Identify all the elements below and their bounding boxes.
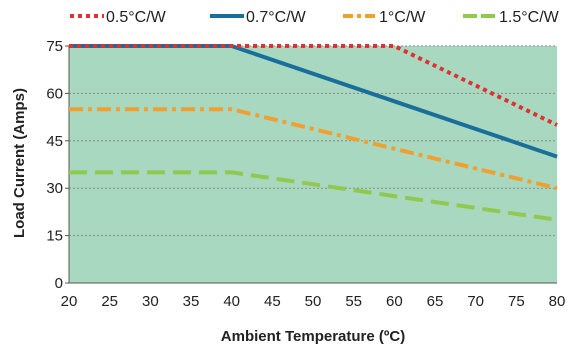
legend-label-3: 1.5°C/W	[499, 9, 560, 26]
y-tick-label: 0	[55, 275, 63, 292]
x-tick-label: 70	[467, 293, 484, 310]
x-axis: 20 25 30 35 40 45 50 55 60 65 70 75 80	[61, 293, 566, 310]
y-tick-label: 15	[46, 228, 63, 245]
y-axis: 0 15 30 45 60 75	[46, 38, 69, 292]
x-tick-label: 65	[427, 293, 444, 310]
legend-label-2: 1°C/W	[379, 9, 426, 26]
x-tick-label: 55	[345, 293, 362, 310]
x-tick-label: 40	[223, 293, 240, 310]
plot-background	[69, 46, 557, 283]
x-tick-label: 50	[305, 293, 322, 310]
x-tick-label: 80	[549, 293, 566, 310]
y-tick-label: 75	[46, 38, 63, 55]
y-tick-label: 30	[46, 180, 63, 197]
y-tick-label: 45	[46, 133, 63, 150]
x-tick-label: 25	[101, 293, 118, 310]
y-tick-label: 60	[46, 85, 63, 102]
y-axis-title: Load Current (Amps)	[11, 88, 28, 238]
x-tick-label: 75	[508, 293, 525, 310]
x-tick-label: 30	[142, 293, 159, 310]
legend: 0.5°C/W 0.7°C/W 1°C/W 1.5°C/W	[70, 9, 560, 26]
x-tick-label: 20	[61, 293, 78, 310]
x-tick-label: 60	[386, 293, 403, 310]
x-tick-label: 35	[183, 293, 200, 310]
x-axis-title: Ambient Temperature (ºC)	[221, 328, 405, 345]
legend-label-0: 0.5°C/W	[106, 9, 167, 26]
plot-area	[69, 46, 557, 283]
x-tick-label: 45	[264, 293, 281, 310]
legend-label-1: 0.7°C/W	[246, 9, 307, 26]
